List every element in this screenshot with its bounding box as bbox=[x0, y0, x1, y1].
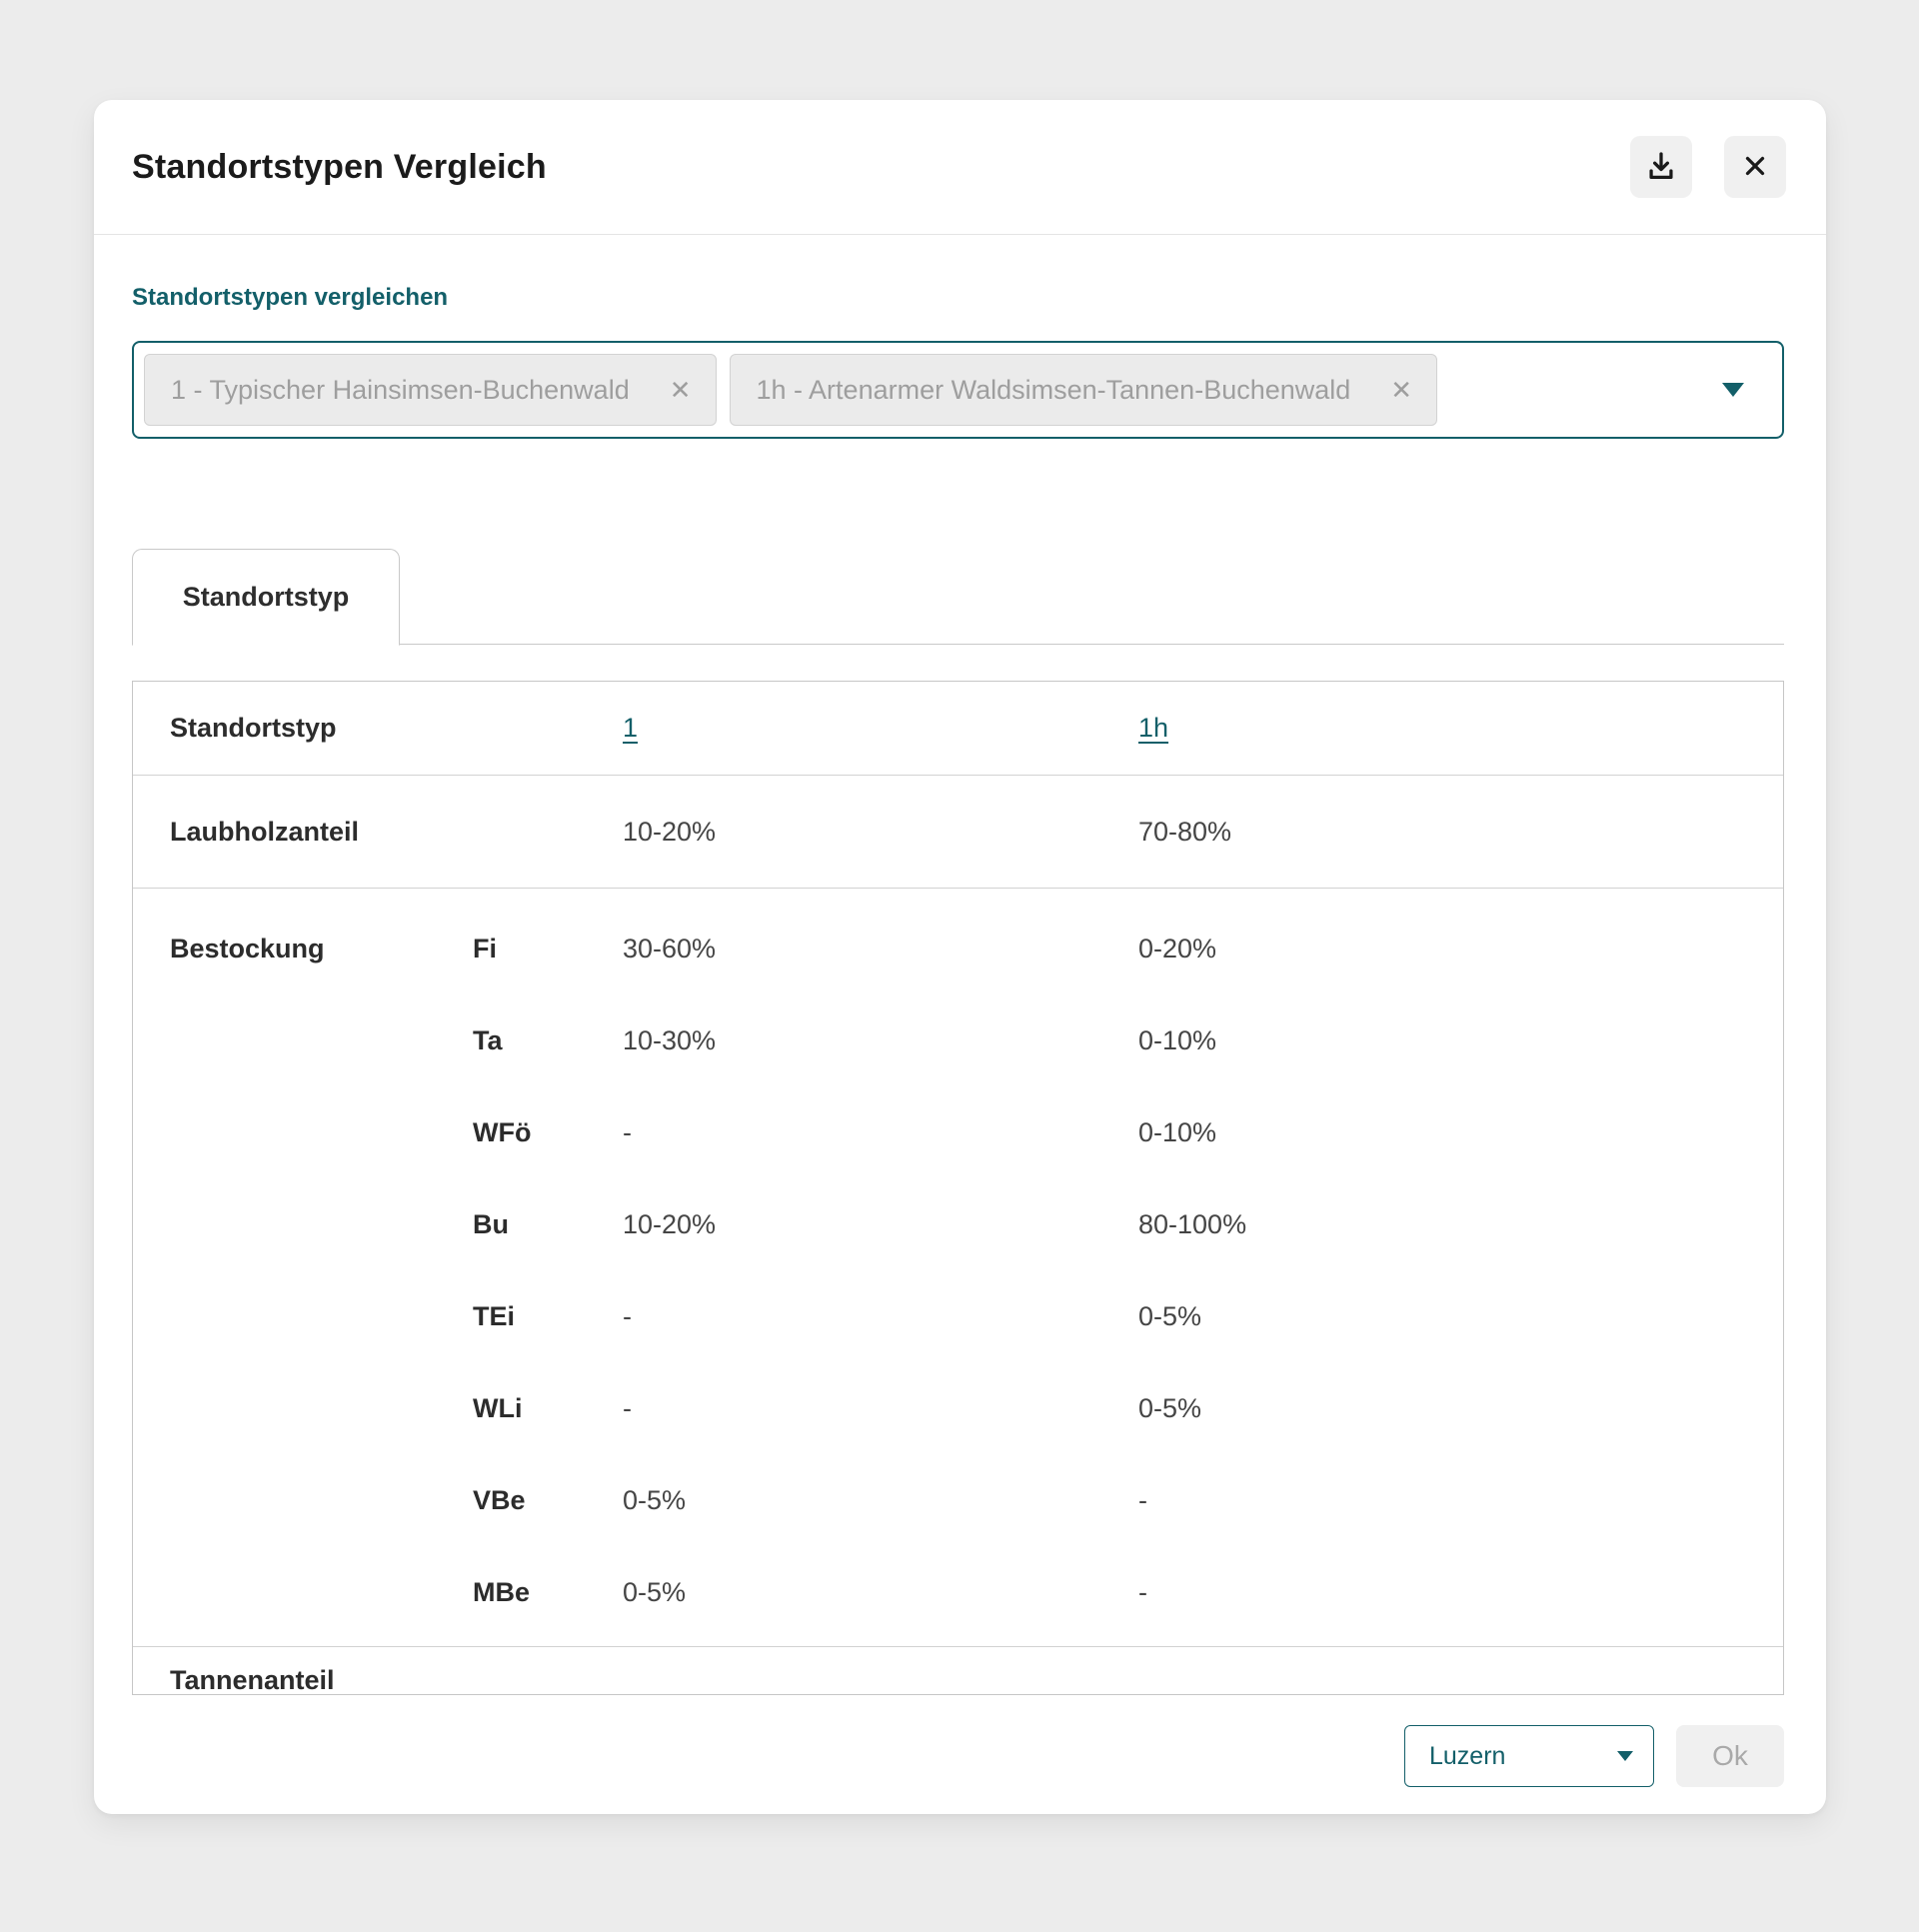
species-code: WFö bbox=[473, 1116, 532, 1147]
modal-content: Standortstypen vergleichen 1 - Typischer… bbox=[94, 284, 1826, 1787]
species-code: Fi bbox=[473, 933, 497, 964]
table-row: Bu 10-20% 80-100% bbox=[170, 1178, 1746, 1270]
download-icon bbox=[1644, 149, 1678, 186]
species-code: TEi bbox=[473, 1300, 516, 1331]
chip-label: 1h - Artenarmer Waldsimsen-Tannen-Buchen… bbox=[756, 374, 1351, 405]
chevron-down-icon[interactable] bbox=[1722, 383, 1744, 397]
cell-value: - bbox=[623, 1392, 632, 1423]
table-row: WFö - 0-10% bbox=[170, 1086, 1746, 1178]
cell-value: - bbox=[1138, 1576, 1147, 1607]
sitetype-link-1h[interactable]: 1h bbox=[1138, 713, 1169, 743]
cell-value: 0-20% bbox=[1138, 933, 1217, 964]
cell-value: 0-5% bbox=[1138, 1300, 1202, 1331]
row-label: Laubholzanteil bbox=[170, 816, 359, 847]
tab-bar: Standortstyp bbox=[132, 549, 1784, 646]
cell-value: 0-5% bbox=[623, 1576, 687, 1607]
chip-remove-icon[interactable]: ✕ bbox=[1390, 375, 1413, 405]
cell-value: 10-20% bbox=[623, 1208, 717, 1239]
region-select-value: Luzern bbox=[1429, 1741, 1506, 1770]
cell-value: 80-100% bbox=[1138, 1208, 1247, 1239]
table-row: Laubholzanteil 10-20% 70-80% bbox=[133, 776, 1783, 889]
region-select[interactable]: Luzern bbox=[1404, 1725, 1654, 1787]
sitetype-link-1[interactable]: 1 bbox=[623, 713, 639, 743]
cell-value: 0-5% bbox=[623, 1484, 687, 1515]
species-code: VBe bbox=[473, 1484, 526, 1515]
row-label: Standortstyp bbox=[170, 713, 337, 743]
table-row-clipped: Tannenanteil bbox=[133, 1647, 1783, 1695]
compare-section-label: Standortstypen vergleichen bbox=[132, 284, 449, 311]
chip-remove-icon[interactable]: ✕ bbox=[669, 375, 692, 405]
comparison-modal: Standortstypen Vergleich bbox=[94, 100, 1826, 1814]
tab-standortstyp[interactable]: Standortstyp bbox=[132, 549, 400, 646]
page-title: Standortstypen Vergleich bbox=[132, 147, 547, 186]
table-row: VBe 0-5% - bbox=[170, 1454, 1746, 1546]
table-row: MBe 0-5% - bbox=[170, 1546, 1746, 1638]
cell-value: - bbox=[1138, 1484, 1147, 1515]
species-code: MBe bbox=[473, 1576, 531, 1607]
cell-value: 30-60% bbox=[623, 933, 717, 964]
close-button[interactable] bbox=[1724, 136, 1786, 198]
table-row: Bestockung Fi 30-60% 0-20% bbox=[170, 903, 1746, 994]
species-code: Ta bbox=[473, 1024, 503, 1055]
download-button[interactable] bbox=[1630, 136, 1692, 198]
row-label: Tannenanteil bbox=[170, 1665, 335, 1695]
cell-value: 10-20% bbox=[623, 816, 717, 847]
species-code: WLi bbox=[473, 1392, 523, 1423]
selected-sitetype-chip: 1 - Typischer Hainsimsen-Buchenwald ✕ bbox=[144, 354, 717, 426]
close-icon bbox=[1740, 151, 1770, 184]
modal-footer: Luzern Ok bbox=[132, 1725, 1784, 1787]
cell-value: - bbox=[623, 1300, 632, 1331]
ok-button[interactable]: Ok bbox=[1676, 1725, 1784, 1787]
table-row: WLi - 0-5% bbox=[170, 1362, 1746, 1454]
modal-header: Standortstypen Vergleich bbox=[94, 100, 1826, 235]
cell-value: 0-10% bbox=[1138, 1116, 1217, 1147]
chip-label: 1 - Typischer Hainsimsen-Buchenwald bbox=[171, 374, 630, 405]
chevron-down-icon bbox=[1617, 1751, 1633, 1761]
table-group-bestockung: Bestockung Fi 30-60% 0-20% Ta 10-30% 0-1… bbox=[133, 889, 1783, 1647]
cell-value: - bbox=[623, 1116, 632, 1147]
table-row: Ta 10-30% 0-10% bbox=[170, 994, 1746, 1086]
header-actions bbox=[1630, 136, 1786, 198]
table-row: TEi - 0-5% bbox=[170, 1270, 1746, 1362]
cell-value: 70-80% bbox=[1138, 816, 1232, 847]
comparison-table: Standortstyp 1 1h Laubholzanteil 10-20% … bbox=[132, 681, 1784, 1695]
cell-value: 0-5% bbox=[1138, 1392, 1202, 1423]
cell-value: 10-30% bbox=[623, 1024, 717, 1055]
selected-sitetype-chip: 1h - Artenarmer Waldsimsen-Tannen-Buchen… bbox=[729, 354, 1438, 426]
cell-value: 0-10% bbox=[1138, 1024, 1217, 1055]
row-label: Bestockung bbox=[170, 933, 325, 964]
species-code: Bu bbox=[473, 1208, 509, 1239]
table-header-row: Standortstyp 1 1h bbox=[133, 682, 1783, 776]
sitetype-multiselect[interactable]: 1 - Typischer Hainsimsen-Buchenwald ✕ 1h… bbox=[132, 341, 1784, 439]
